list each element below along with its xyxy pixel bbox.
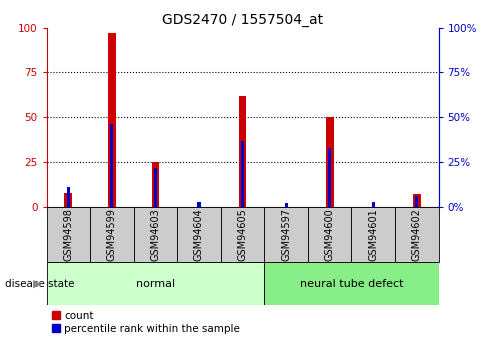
Bar	[285, 204, 288, 207]
Bar	[264, 207, 308, 262]
Legend: count, percentile rank within the sample: count, percentile rank within the sample	[52, 310, 240, 334]
Bar	[241, 141, 244, 207]
Bar	[308, 207, 351, 262]
Text: GSM94601: GSM94601	[368, 208, 378, 261]
Bar	[351, 207, 395, 262]
Bar	[134, 207, 177, 262]
Bar	[372, 201, 375, 207]
Bar	[90, 207, 134, 262]
Bar	[395, 207, 439, 262]
Text: GSM94603: GSM94603	[150, 208, 160, 261]
Bar	[151, 162, 159, 207]
Text: ▶: ▶	[33, 279, 42, 289]
Text: GSM94599: GSM94599	[107, 208, 117, 261]
Bar	[47, 262, 264, 305]
Bar	[108, 33, 116, 207]
Text: normal: normal	[136, 279, 175, 289]
Bar	[64, 193, 72, 207]
Bar	[239, 96, 246, 207]
Bar	[264, 262, 439, 305]
Text: GSM94597: GSM94597	[281, 208, 291, 261]
Text: GSM94604: GSM94604	[194, 208, 204, 261]
Text: neural tube defect: neural tube defect	[300, 279, 403, 289]
Text: GSM94598: GSM94598	[63, 208, 74, 261]
Text: GSM94600: GSM94600	[325, 208, 335, 261]
Bar	[110, 125, 113, 207]
Text: GSM94605: GSM94605	[238, 208, 247, 261]
Bar	[221, 207, 264, 262]
Text: disease state: disease state	[5, 279, 74, 289]
Bar	[415, 196, 418, 207]
Bar	[47, 207, 90, 262]
Bar	[154, 168, 157, 207]
Title: GDS2470 / 1557504_at: GDS2470 / 1557504_at	[162, 12, 323, 27]
Bar	[177, 207, 221, 262]
Bar	[413, 195, 421, 207]
Text: GSM94602: GSM94602	[412, 208, 422, 261]
Bar	[328, 148, 331, 207]
Bar	[197, 201, 200, 207]
Bar	[67, 187, 70, 207]
Bar	[326, 117, 334, 207]
